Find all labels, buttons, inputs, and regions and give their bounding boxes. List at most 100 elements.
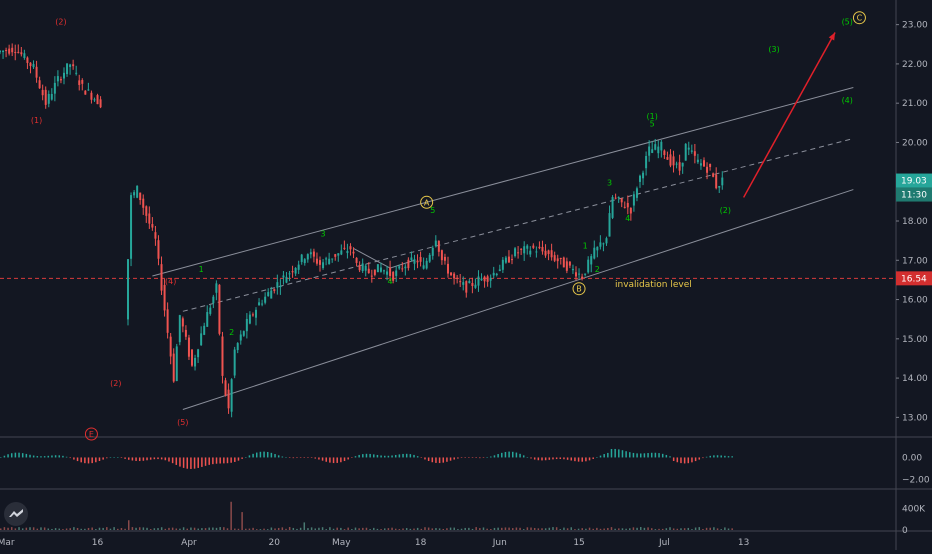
oscillator-bar	[226, 457, 229, 464]
price-candle	[419, 256, 422, 262]
price-candle	[29, 62, 32, 67]
price-candle	[297, 264, 300, 270]
volume-bar	[314, 528, 317, 530]
price-candle	[157, 240, 160, 259]
oscillator-bar	[164, 457, 167, 461]
oscillator-bar	[157, 457, 159, 460]
price-candle	[340, 250, 343, 255]
logo-mark-icon	[9, 509, 23, 517]
price-candle	[550, 250, 553, 258]
invalidation-text: invalidation level	[615, 280, 692, 290]
volume-bar	[479, 528, 481, 530]
price-candle	[605, 238, 608, 244]
wave-label-circle	[572, 282, 586, 296]
oscillator-bar	[354, 456, 357, 458]
oscillator-bar	[336, 457, 338, 463]
price-candle	[404, 266, 407, 269]
oscillator-bar	[530, 457, 532, 459]
oscillator-bar	[332, 457, 335, 464]
volume-bar	[186, 528, 189, 530]
volume-bar	[373, 527, 375, 530]
oscillator-bar	[307, 457, 309, 458]
oscillator-bar	[479, 457, 481, 459]
oscillator-bar	[446, 457, 448, 462]
oscillator-bar	[643, 453, 646, 458]
oscillator-bar	[420, 457, 423, 458]
price-candle	[32, 64, 35, 68]
price-candle	[471, 282, 474, 287]
price-candle	[200, 333, 203, 346]
price-series	[0, 43, 724, 418]
oscillator-bar	[113, 457, 115, 458]
price-candle	[706, 166, 709, 173]
oscillator-bar	[713, 455, 715, 458]
volume-bar	[241, 512, 243, 530]
price-candle	[69, 64, 72, 67]
oscillator-bar	[36, 456, 39, 458]
price-candle	[90, 92, 93, 100]
volume-bar	[409, 528, 412, 530]
volume-bar	[515, 527, 518, 530]
oscillator-bar	[168, 457, 170, 462]
volume-bar	[365, 527, 368, 530]
volume-bar	[142, 527, 145, 530]
oscillator-bar	[263, 451, 265, 458]
oscillator-bar	[47, 455, 50, 458]
volume-bar	[277, 527, 280, 530]
oscillator-bar	[522, 455, 525, 458]
oscillator-bar	[277, 455, 280, 458]
volume-bar	[299, 527, 302, 530]
oscillator-bar	[599, 455, 602, 458]
volume-bar	[574, 529, 576, 530]
price-candle	[456, 277, 459, 279]
volume-bar	[351, 529, 353, 530]
volume-bar	[256, 529, 258, 530]
price-candle	[608, 213, 611, 237]
volume-bar	[226, 528, 229, 530]
volume-bar	[424, 527, 426, 530]
volume-bar	[84, 528, 86, 530]
wave-label: 2	[595, 265, 600, 274]
volume-bar	[201, 528, 203, 530]
price-candle	[666, 157, 669, 160]
price-candle	[206, 312, 209, 327]
channel-upper-line	[152, 86, 854, 277]
price-candle	[337, 253, 340, 256]
volume-bar	[124, 528, 126, 530]
oscillator-bar	[537, 457, 540, 461]
price-candle	[53, 82, 56, 94]
volume-bar	[610, 527, 613, 530]
oscillator-bar	[237, 457, 240, 461]
volume-bar	[468, 527, 470, 530]
volume-bar	[544, 528, 547, 530]
volume-bar	[153, 528, 156, 530]
volume-bar	[263, 528, 265, 530]
volume-bar	[204, 528, 207, 530]
oscillator-bar	[117, 457, 119, 458]
price-candle	[178, 315, 181, 343]
wave-label: B	[576, 285, 582, 294]
tradingview-logo[interactable]	[4, 502, 28, 526]
price-candle	[251, 314, 254, 316]
volume-bar	[596, 527, 598, 530]
price-candle	[282, 275, 285, 278]
oscillator-bar	[358, 454, 360, 458]
price-candle	[440, 250, 443, 261]
price-candle	[261, 303, 264, 305]
oscillator-bar	[248, 455, 251, 458]
volume-bar	[559, 529, 562, 530]
volume-bar	[73, 527, 75, 530]
time-tick-label: Jun	[492, 538, 507, 548]
volume-tick-label: 400K	[902, 504, 926, 514]
oscillator-tick-label: 0.00	[902, 453, 922, 463]
price-candle	[312, 251, 315, 257]
price-candle	[538, 246, 541, 249]
volume-bar	[508, 527, 510, 530]
price-candle	[675, 163, 678, 165]
price-candle	[215, 283, 218, 293]
price-candle	[578, 273, 581, 275]
price-candle	[367, 268, 370, 274]
oscillator-bar	[303, 457, 306, 458]
